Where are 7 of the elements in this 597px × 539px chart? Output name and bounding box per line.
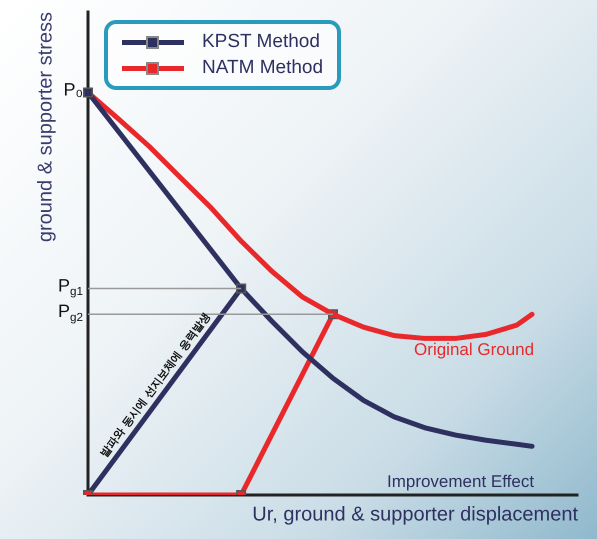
annotation: Original Ground bbox=[414, 340, 534, 359]
y-axis-title: ground & supporter stress bbox=[34, 12, 57, 242]
x-axis-title: Ur, ground & supporter displacement bbox=[252, 504, 578, 526]
text: P₀ bbox=[64, 79, 84, 100]
annotation: Improvement Effect bbox=[386, 472, 534, 491]
legend-label: KPST Method bbox=[202, 31, 320, 53]
legend-label: NATM Method bbox=[202, 57, 324, 79]
